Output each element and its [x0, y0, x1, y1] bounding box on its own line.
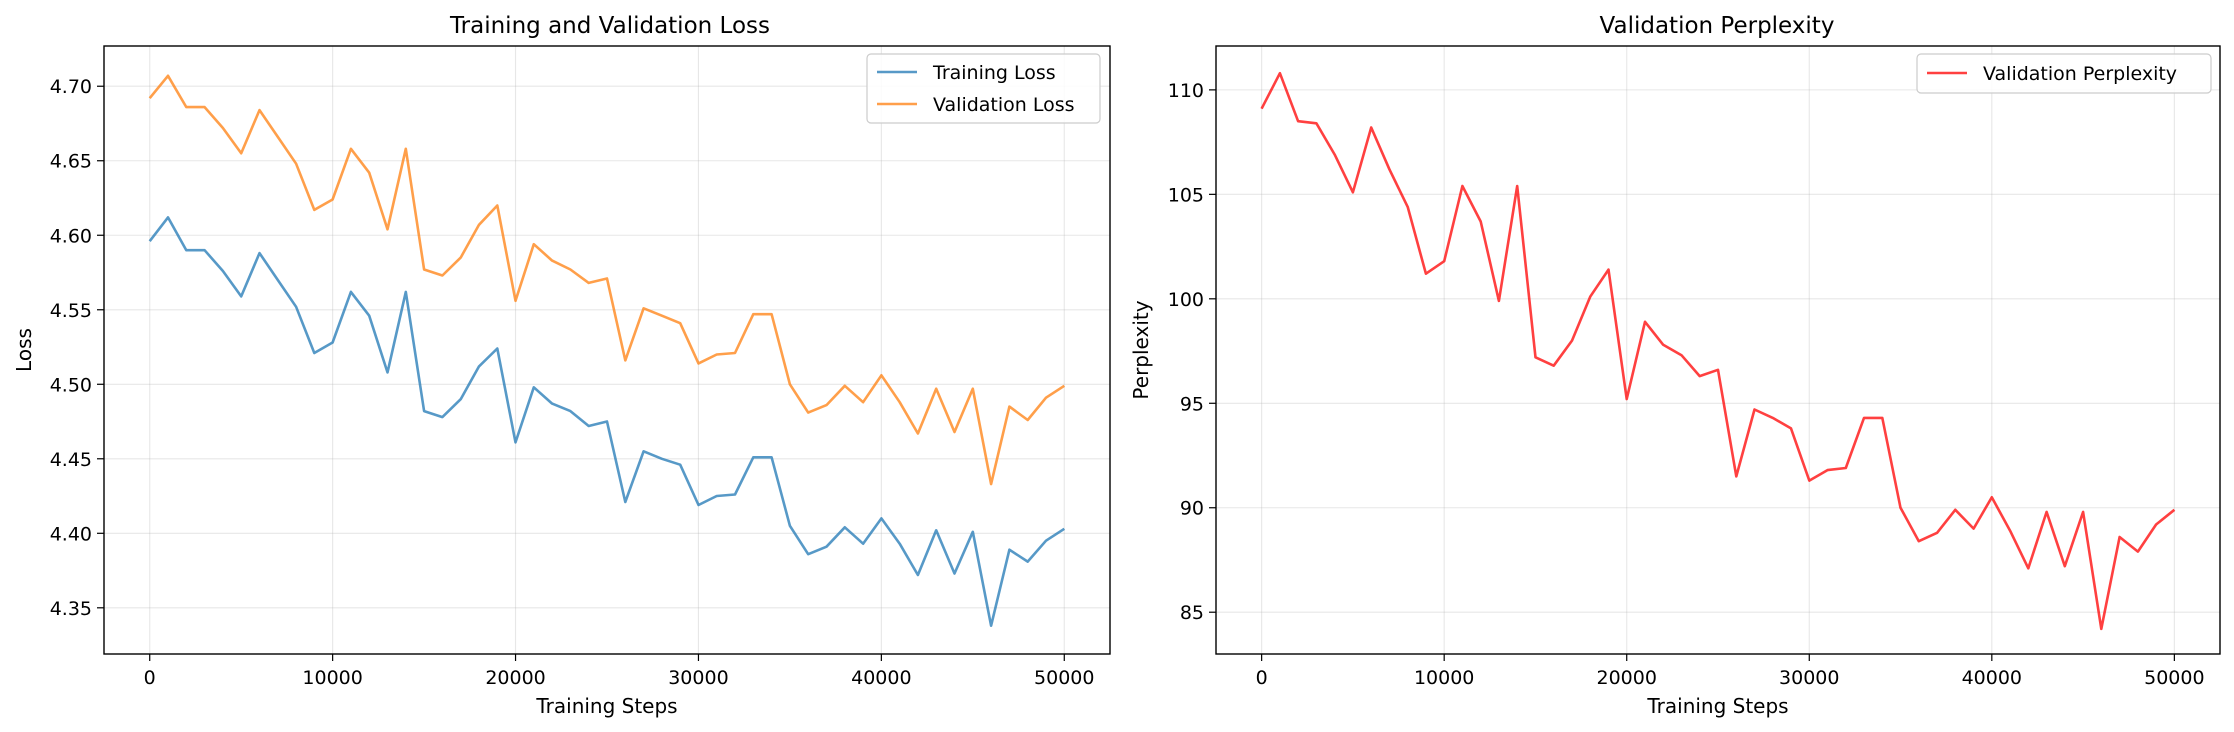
- perplexity-y-tick-label: 85: [1180, 602, 1204, 624]
- loss-grid: [104, 46, 1110, 654]
- loss-plot-frame: [103, 45, 1111, 655]
- loss-x-tick-label: 10000: [302, 667, 362, 689]
- perplexity-legend: Validation Perplexity: [1916, 53, 2212, 94]
- perplexity-legend-box: [1916, 53, 2212, 94]
- perplexity-grid: [1216, 46, 2220, 654]
- perplexity-x-tick-label: 50000: [2144, 667, 2204, 689]
- loss-y-axis-label: Loss: [12, 328, 36, 372]
- perplexity-y-tick-label: 110: [1168, 80, 1204, 102]
- loss-x-tick-label: 0: [144, 667, 156, 689]
- loss-x-axis-label: Training Steps: [535, 694, 677, 718]
- legend-label-validation-loss: Validation Loss: [933, 94, 1075, 116]
- perplexity-y-tick-label: 105: [1168, 184, 1204, 206]
- legend-label-training-loss: Training Loss: [932, 62, 1056, 84]
- perplexity-y-ticks: 85 90 95 100 105 110: [1168, 80, 1216, 624]
- perplexity-y-tick-label: 100: [1168, 289, 1204, 311]
- perplexity-y-tick-label: 90: [1180, 498, 1204, 520]
- perplexity-chart-title: Validation Perplexity: [1600, 13, 1835, 39]
- perplexity-y-axis-label: Perplexity: [1129, 300, 1153, 399]
- loss-legend-box: [866, 53, 1101, 124]
- loss-y-tick-label: 4.70: [50, 76, 92, 98]
- loss-y-tick-label: 4.35: [50, 598, 92, 620]
- perplexity-plot-frame: [1215, 45, 2221, 655]
- perplexity-x-tick-label: 0: [1256, 667, 1268, 689]
- perplexity-x-tick-label: 30000: [1779, 667, 1839, 689]
- perplexity-x-tick-label: 10000: [1414, 667, 1474, 689]
- perplexity-x-tick-label: 20000: [1597, 667, 1657, 689]
- loss-series-layer: [148, 74, 1066, 628]
- loss-y-tick-label: 4.45: [50, 449, 92, 471]
- perplexity-x-tick-label: 40000: [1962, 667, 2022, 689]
- perplexity-x-ticks: 0 10000 20000 30000 40000 50000: [1256, 654, 2205, 689]
- loss-x-ticks: 0 10000 20000 30000 40000 50000: [144, 654, 1094, 689]
- loss-x-tick-label: 30000: [668, 667, 728, 689]
- series-line-validation-perplexity: [1260, 71, 2176, 631]
- loss-y-tick-label: 4.55: [50, 300, 92, 322]
- perplexity-x-axis-label: Training Steps: [1646, 694, 1788, 718]
- series-line-validation-loss: [148, 74, 1066, 486]
- perplexity-chart-panel: Validation Perplexity 0 10000 20000 30000 40…: [1129, 13, 2221, 718]
- loss-x-tick-label: 40000: [851, 667, 911, 689]
- loss-chart-title: Training and Validation Loss: [449, 13, 770, 39]
- loss-x-tick-label: 50000: [1034, 667, 1094, 689]
- perplexity-series-layer: [1260, 71, 2176, 631]
- loss-y-tick-label: 4.40: [50, 523, 92, 545]
- loss-y-ticks: 4.35 4.40 4.45 4.50 4.55 4.60 4.65 4.70: [50, 76, 104, 620]
- perplexity-y-tick-label: 95: [1180, 393, 1204, 415]
- loss-y-tick-label: 4.60: [50, 225, 92, 247]
- series-line-training-loss: [148, 216, 1066, 628]
- loss-y-tick-label: 4.50: [50, 374, 92, 396]
- loss-chart-panel: Training and Validation Loss 0 10000 20000…: [12, 13, 1111, 718]
- loss-y-tick-label: 4.65: [50, 151, 92, 173]
- legend-label-validation-perplexity: Validation Perplexity: [1983, 63, 2177, 85]
- loss-x-tick-label: 20000: [485, 667, 545, 689]
- loss-legend: Training Loss Validation Loss: [866, 53, 1101, 124]
